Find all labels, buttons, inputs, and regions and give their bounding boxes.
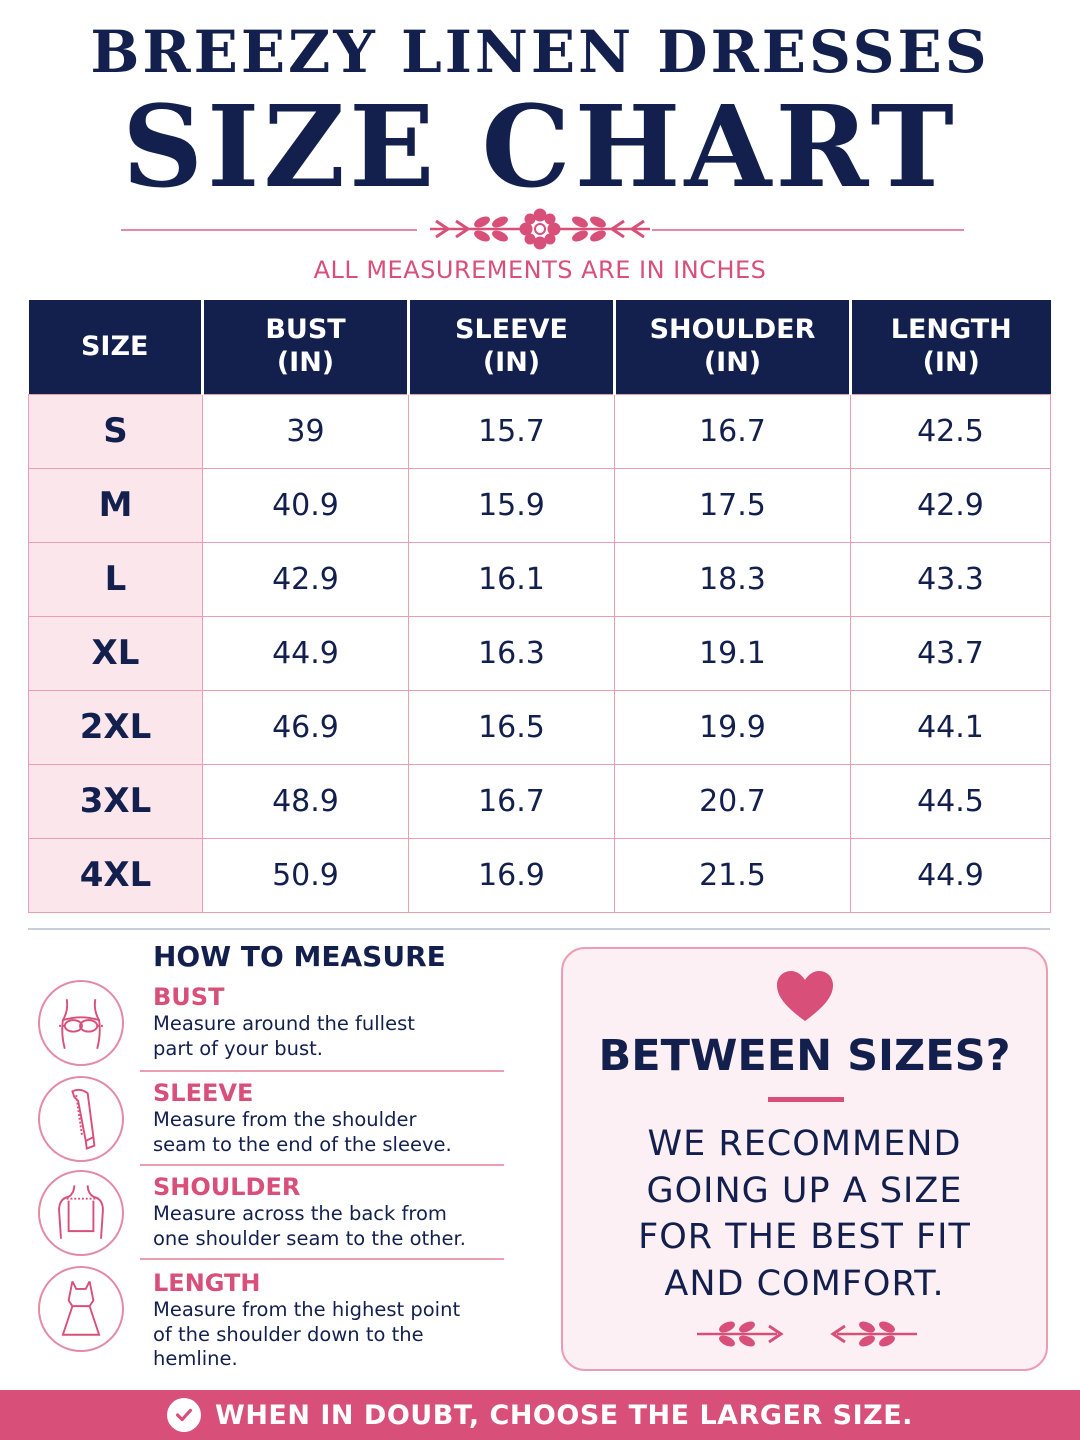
sleeve-icon <box>38 1076 124 1162</box>
table-row: L 42.9 16.1 18.3 43.3 <box>28 541 1051 617</box>
header-size: SIZE <box>28 300 204 394</box>
shoulder-cell: 19.9 <box>614 689 851 765</box>
header-sleeve: SLEEVE (IN) <box>408 300 616 394</box>
recommendation-text: WE RECOMMEND GOING UP A SIZE FOR THE BES… <box>638 1124 971 1304</box>
table-row: 2XL 46.9 16.5 19.9 44.1 <box>28 689 1051 765</box>
bust-icon <box>38 980 124 1066</box>
size-cell: L <box>28 541 203 617</box>
length-cell: 42.5 <box>850 393 1051 469</box>
shoulder-cell: 17.5 <box>614 467 851 543</box>
header-bust: BUST (IN) <box>202 300 410 394</box>
dress-icon <box>38 1266 124 1352</box>
brand-name: BREEZY LINEN DRESSES <box>90 18 990 86</box>
table-header-row: SIZE BUST (IN) SLEEVE (IN) SHOULDER (IN) LE… <box>28 300 1051 394</box>
check-circle-icon <box>167 1398 202 1432</box>
length-cell: 43.3 <box>850 541 1051 617</box>
sleeve-cell: 15.9 <box>408 467 615 543</box>
page-title: SIZE CHART <box>122 82 958 213</box>
divider-right <box>652 229 964 231</box>
length-cell: 44.9 <box>850 837 1051 913</box>
measure-label: BUST <box>153 983 225 1011</box>
header-length: LENGTH (IN) <box>850 300 1051 394</box>
size-cell: 2XL <box>28 689 203 765</box>
between-sizes-card: BETWEEN SIZES? WE RECOMMEND GOING UP A S… <box>561 947 1048 1371</box>
shoulder-cell: 20.7 <box>614 763 851 839</box>
measure-separator <box>140 1258 504 1260</box>
footer-banner: WHEN IN DOUBT, CHOOSE THE LARGER SIZE. <box>0 1390 1080 1440</box>
table-row: M 40.9 15.9 17.5 42.9 <box>28 467 1051 543</box>
size-cell: S <box>28 393 203 469</box>
size-cell: XL <box>28 615 203 691</box>
between-sizes-heading: BETWEEN SIZES? <box>598 1031 1011 1081</box>
shoulder-cell: 18.3 <box>614 541 851 617</box>
size-cell: M <box>28 467 203 543</box>
bust-cell: 39 <box>202 393 409 469</box>
size-cell: 4XL <box>28 837 203 913</box>
measure-description: Measure from the shoulder seam to the en… <box>153 1108 452 1156</box>
divider-left <box>121 229 417 231</box>
measure-label: SHOULDER <box>153 1173 301 1201</box>
heart-icon <box>777 971 833 1021</box>
measure-description: Measure across the back from one shoulde… <box>153 1202 466 1250</box>
length-cell: 43.7 <box>850 615 1051 691</box>
bust-cell: 50.9 <box>202 837 409 913</box>
sleeve-cell: 16.5 <box>408 689 615 765</box>
table-row: S 39 15.7 16.7 42.5 <box>28 393 1051 469</box>
size-chart-table: SIZE BUST (IN) SLEEVE (IN) SHOULDER (IN) LE… <box>28 300 1051 913</box>
length-cell: 44.5 <box>850 763 1051 839</box>
table-row: 3XL 48.9 16.7 20.7 44.5 <box>28 763 1051 839</box>
section-divider <box>28 928 1050 930</box>
shoulder-cell: 16.7 <box>614 393 851 469</box>
table-row: XL 44.9 16.3 19.1 43.7 <box>28 615 1051 691</box>
heading-underline <box>768 1097 844 1102</box>
bust-cell: 44.9 <box>202 615 409 691</box>
shoulder-cell: 19.1 <box>614 615 851 691</box>
size-cell: 3XL <box>28 763 203 839</box>
sleeve-cell: 16.7 <box>408 763 615 839</box>
header-shoulder: SHOULDER (IN) <box>614 300 852 394</box>
footer-text: WHEN IN DOUBT, CHOOSE THE LARGER SIZE. <box>215 1399 913 1431</box>
bust-cell: 42.9 <box>202 541 409 617</box>
shoulder-icon <box>38 1170 124 1256</box>
measure-label: LENGTH <box>153 1269 261 1297</box>
sleeve-cell: 16.3 <box>408 615 615 691</box>
measurement-unit-note: ALL MEASUREMENTS ARE IN INCHES <box>313 256 767 284</box>
leaf-ornament-icon <box>697 1321 917 1347</box>
table-row: 4XL 50.9 16.9 21.5 44.9 <box>28 837 1051 913</box>
floral-ornament-icon <box>430 208 650 250</box>
measure-description: Measure from the highest point of the sh… <box>153 1298 461 1371</box>
sleeve-cell: 16.9 <box>408 837 615 913</box>
measure-description: Measure around the fullest part of your … <box>153 1012 415 1060</box>
measure-label: SLEEVE <box>153 1079 254 1107</box>
sleeve-cell: 15.7 <box>408 393 615 469</box>
sleeve-cell: 16.1 <box>408 541 615 617</box>
bust-cell: 48.9 <box>202 763 409 839</box>
length-cell: 44.1 <box>850 689 1051 765</box>
length-cell: 42.9 <box>850 467 1051 543</box>
how-to-measure-title: HOW TO MEASURE <box>153 940 446 973</box>
measure-separator <box>140 1164 504 1166</box>
bust-cell: 46.9 <box>202 689 409 765</box>
measure-separator <box>140 1070 504 1072</box>
shoulder-cell: 21.5 <box>614 837 851 913</box>
bust-cell: 40.9 <box>202 467 409 543</box>
